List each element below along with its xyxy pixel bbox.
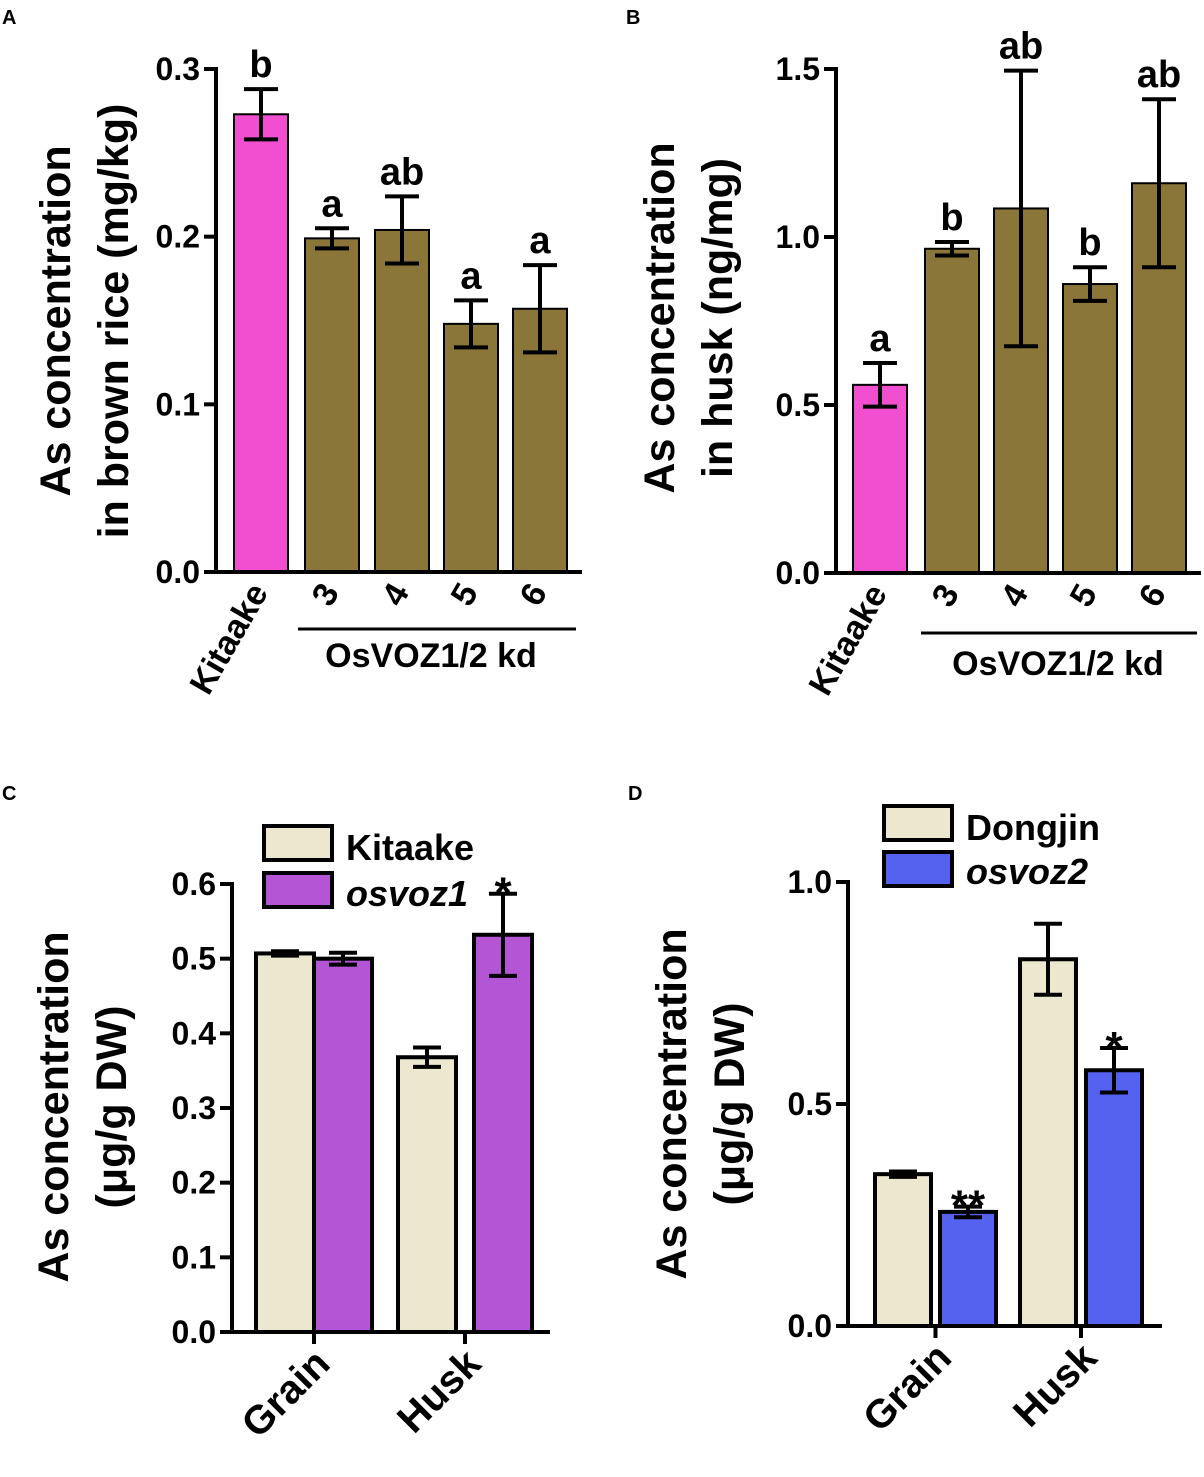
y-tick-label: 0.6 [172,866,216,902]
bar [852,383,908,574]
panel-a: A As concentration in brown rice (mg/kg)… [2,7,582,701]
y-tick-label: 0.2 [172,1165,216,1201]
bar [254,951,316,1334]
y-tick-label: 0.1 [156,386,200,422]
x-tick-label: Husk [1005,1335,1106,1436]
y-tick-label: 0.0 [788,1308,832,1344]
x-tick-label: Grain [233,1341,338,1446]
y-axis-label-line2: (μg/g DW) [706,1002,754,1205]
panel-letter-c: C [2,783,16,805]
x-tick-label: 3 [925,578,967,613]
y-axis-label-line1: As concentration [30,931,78,1282]
plot-area-a: 0.0 0.1 0.2 0.3 b Kitaake a 3 ab 4 a 5 a 6 [156,44,582,701]
y-axis-label-line2: in husk (ng/mg) [694,158,742,478]
significance-letter: ab [1137,54,1181,96]
plot-area-d: 0.0 0.5 1.0 ** Grain * Husk [788,864,1162,1440]
y-tick-label: 1.5 [776,51,820,87]
y-axis-label-line1: As concentration [32,145,80,496]
bar [1084,1068,1144,1328]
significance-letter: a [460,255,482,297]
bar [233,113,289,574]
x-tick-label: Husk [389,1341,490,1442]
y-tick-label: 0.5 [776,387,820,423]
significance-star: * [1105,1023,1123,1072]
bar [1062,283,1118,574]
bar [924,247,980,574]
bar [374,228,430,574]
legend: Dongjin osvoz2 [882,804,1100,892]
significance-letter: b [940,197,963,239]
legend-swatch-dongjin [882,804,954,842]
significance-letter: ab [999,26,1043,68]
bar [873,1172,933,1328]
significance-star: * [494,869,512,918]
y-tick-label: 0.0 [156,554,200,590]
panel-d: D As concentration (μg/g DW) 0.00.51.0**… [628,783,1162,1440]
x-tick-label: Kitaake [802,578,895,702]
bar [993,207,1049,574]
y-axis-label-line1: As concentration [648,928,696,1279]
panel-letter-d: D [628,783,642,805]
legend-swatch-osvoz1 [262,871,334,909]
panel-c: C As concentration (μg/g DW) 0.00.10.20.… [2,783,550,1446]
bar [304,237,360,574]
y-tick-label: 1.0 [788,864,832,900]
y-tick-label: 0.1 [172,1239,216,1275]
x-tick-label: 4 [375,577,417,612]
legend-label-osvoz2: osvoz2 [966,851,1088,892]
group-label: OsVOZ1/2 kd [952,645,1164,683]
significance-letter: a [869,318,891,360]
y-tick-label: 0.0 [776,555,820,591]
bar [443,322,499,573]
legend-swatch-osvoz2 [882,850,954,888]
legend-swatch-kitaake [262,824,334,862]
x-tick-label: Grain [855,1335,960,1440]
y-tick-label: 0.4 [172,1015,217,1051]
y-tick-label: 0.2 [156,219,200,255]
bar [396,1055,458,1335]
y-tick-label: 0.0 [172,1314,216,1350]
x-tick-label: Kitaake [183,577,276,701]
y-tick-label: 0.3 [172,1090,216,1126]
y-axis-label-line2: (μg/g DW) [88,1005,136,1208]
legend-label-osvoz1: osvoz1 [346,873,468,914]
significance-letter: b [249,44,272,86]
x-tick-label: 5 [1063,578,1105,613]
plot-area-b: 0.0 0.5 1.0 1.5 a Kitaake b 3 ab 4 b 5 ab 6 [776,26,1201,702]
legend-label-dongjin: Dongjin [966,807,1100,848]
significance-letter: ab [380,151,424,193]
bar [472,932,534,1334]
panel-letter-b: B [626,7,640,29]
significance-star: ** [951,1182,986,1231]
y-axis-label-line2: in brown rice (mg/kg) [90,104,138,539]
group-label: OsVOZ1/2 kd [325,637,537,675]
y-tick-label: 0.5 [788,1086,832,1122]
x-tick-label: 6 [513,577,555,612]
bar [1018,957,1078,1328]
x-tick-label: 4 [994,578,1036,613]
x-tick-label: 6 [1132,578,1174,613]
y-axis-label-line1: As concentration [636,142,684,493]
y-tick-label: 0.5 [172,941,216,977]
panel-b: B As concentration in husk (ng/mg) 0.00.… [626,7,1201,702]
y-tick-label: 1.0 [776,219,820,255]
significance-letter: a [529,220,551,262]
bar [312,956,374,1335]
panel-letter-a: A [2,7,16,29]
x-tick-label: 3 [305,577,347,612]
significance-letter: a [321,183,343,225]
legend: Kitaake osvoz1 [262,824,474,914]
y-tick-label: 0.3 [156,51,200,87]
plot-area-c: 0.0 0.1 0.2 0.3 0.4 0.5 0.6 Grain * Husk [172,866,550,1446]
legend-label-kitaake: Kitaake [346,827,474,868]
x-tick-label: 5 [444,577,486,612]
significance-letter: b [1078,222,1101,264]
